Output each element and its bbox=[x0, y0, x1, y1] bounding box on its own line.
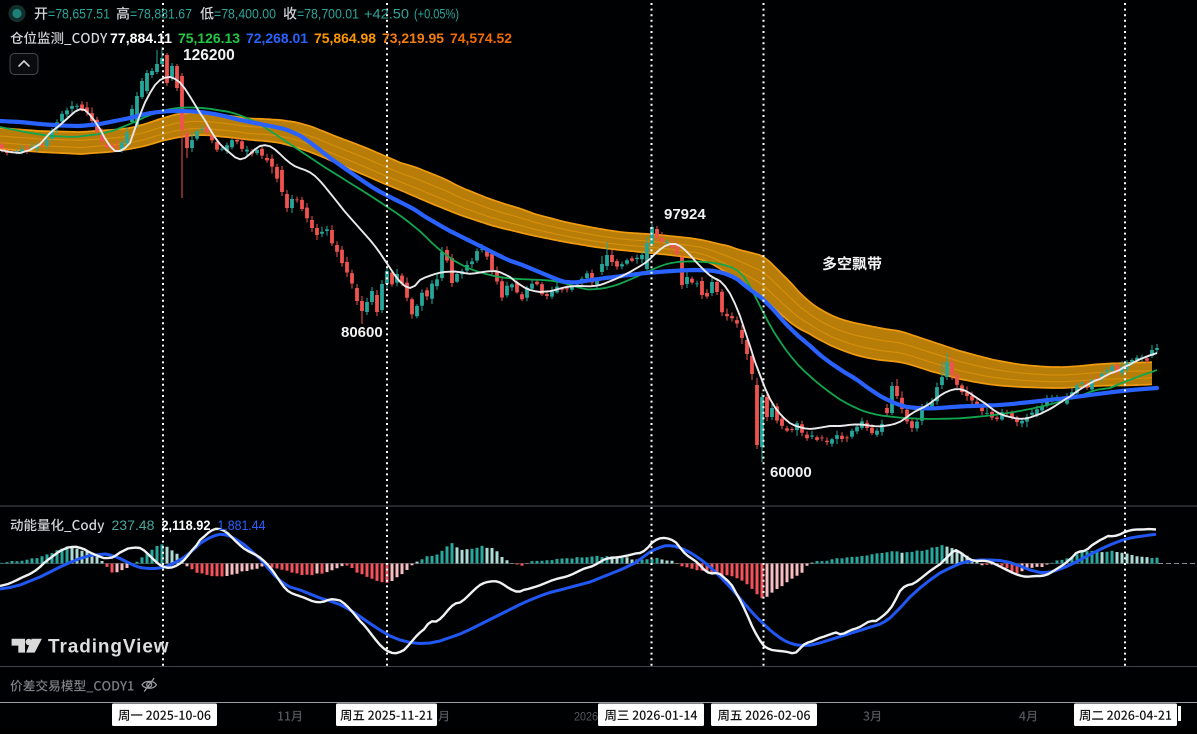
svg-text:73,219.95: 73,219.95 bbox=[382, 31, 445, 46]
svg-text:(+0.05%): (+0.05%) bbox=[414, 7, 459, 22]
svg-text:2,118.92: 2,118.92 bbox=[161, 518, 210, 533]
svg-text:+42.50: +42.50 bbox=[364, 7, 409, 22]
svg-text:2026: 2026 bbox=[574, 710, 598, 724]
svg-text:=78,400.00: =78,400.00 bbox=[214, 7, 276, 22]
svg-text:80600: 80600 bbox=[341, 324, 383, 341]
svg-text:75,126.13: 75,126.13 bbox=[178, 31, 241, 46]
svg-text:74,574.52: 74,574.52 bbox=[450, 31, 512, 46]
svg-text:=78,881.67: =78,881.67 bbox=[130, 7, 192, 22]
svg-text:75,864.98: 75,864.98 bbox=[314, 31, 377, 46]
svg-text:97924: 97924 bbox=[664, 206, 706, 223]
svg-text:126200: 126200 bbox=[183, 47, 235, 64]
svg-text:=78,700.01: =78,700.01 bbox=[297, 7, 359, 22]
svg-text:77,884.11: 77,884.11 bbox=[110, 31, 172, 46]
svg-text:=78,657.51: =78,657.51 bbox=[48, 7, 110, 22]
svg-text:60000: 60000 bbox=[770, 464, 812, 481]
svg-text:1,881.44: 1,881.44 bbox=[217, 518, 265, 533]
svg-text:72,268.01: 72,268.01 bbox=[246, 31, 309, 46]
svg-text:237.48: 237.48 bbox=[111, 518, 154, 533]
svg-text:TradingView: TradingView bbox=[48, 637, 169, 658]
